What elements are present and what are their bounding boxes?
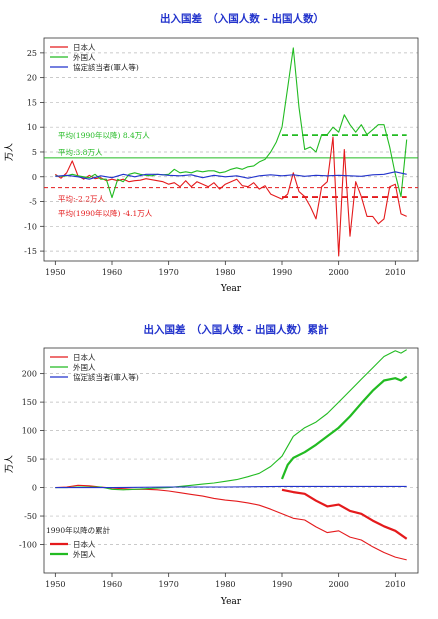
x-tick-label: 1980 <box>215 580 235 589</box>
series-line <box>55 47 408 199</box>
x-axis-label: Year <box>220 597 242 607</box>
series-line <box>55 171 407 180</box>
series-line <box>281 488 408 540</box>
plot-frame <box>43 347 419 574</box>
legend-label: 日本人 <box>73 352 96 362</box>
plot-frame <box>43 37 419 262</box>
y-tick-label: -10 <box>24 222 37 231</box>
series-line <box>280 375 408 480</box>
series-line <box>54 136 407 257</box>
reference-line-label: 平均:3.8万人 <box>58 147 103 157</box>
y-tick-label: 25 <box>27 49 37 58</box>
x-tick-label: 1950 <box>45 268 65 277</box>
chart-cumulative-difference: 出入国差 （入国人数 - 出国人数）累計 万人 Year -100 -50 0 50 1… <box>4 323 419 607</box>
y-tick-label: 50 <box>27 455 37 464</box>
y-tick-label: 20 <box>27 74 37 83</box>
x-tick-label: 1970 <box>158 268 178 277</box>
chart-annual-difference: 出入国差 （入国人数 - 出国人数） 万人 Year -15 -10 -5 0 5 10 1… <box>4 12 419 294</box>
legend-label: 外国人 <box>73 362 96 372</box>
x-tick-label: 1960 <box>102 268 122 277</box>
y-axis-label: 万人 <box>4 143 15 161</box>
legend2-title: 1990年以降の累計 <box>46 525 111 535</box>
x-tick-label: 1990 <box>272 580 292 589</box>
y-tick-label: 15 <box>27 98 37 107</box>
series-line <box>55 484 407 561</box>
y-tick-label: -5 <box>29 198 37 207</box>
legend2-label: 外国人 <box>73 549 96 559</box>
y-tick-label: 0 <box>32 484 37 493</box>
y-tick-label: 150 <box>22 398 37 407</box>
legend2-label: 日本人 <box>73 539 96 549</box>
x-tick-label: 1950 <box>45 580 65 589</box>
y-axis-label: 万人 <box>4 455 15 473</box>
x-tick-label: 2000 <box>328 580 348 589</box>
x-tick-label: 1970 <box>158 580 178 589</box>
y-tick-label: -50 <box>24 512 37 521</box>
legend-label: 外国人 <box>73 52 96 62</box>
y-tick-label: -15 <box>24 247 37 256</box>
legend-label: 日本人 <box>73 42 96 52</box>
reference-line-label: 平均:-2.2万人 <box>58 194 105 204</box>
y-tick-label: 0 <box>32 173 37 182</box>
y-tick-label: 10 <box>27 123 37 132</box>
x-tick-label: 2000 <box>328 268 348 277</box>
series-line <box>55 485 407 489</box>
y-tick-label: 200 <box>22 370 37 379</box>
x-tick-label: 2010 <box>385 580 405 589</box>
reference-line-label: 平均(1990年以降) -4.1万人 <box>58 208 153 218</box>
y-tick-label: 5 <box>32 148 37 157</box>
series-line <box>55 349 407 491</box>
chart-title: 出入国差 （入国人数 - 出国人数） <box>160 12 324 25</box>
reference-line-label: 平均(1990年以降) 8.4万人 <box>58 130 150 140</box>
y-tick-label: -100 <box>19 541 37 550</box>
x-axis-label: Year <box>220 284 242 294</box>
y-tick-label: 100 <box>22 427 37 436</box>
x-tick-label: 1960 <box>102 580 122 589</box>
chart-title: 出入国差 （入国人数 - 出国人数）累計 <box>144 323 329 336</box>
x-tick-label: 1990 <box>272 268 292 277</box>
x-tick-label: 2010 <box>385 268 405 277</box>
legend-label: 協定該当者(軍人等) <box>73 62 139 72</box>
legend-label: 協定該当者(軍人等) <box>73 372 139 382</box>
x-tick-label: 1980 <box>215 268 235 277</box>
